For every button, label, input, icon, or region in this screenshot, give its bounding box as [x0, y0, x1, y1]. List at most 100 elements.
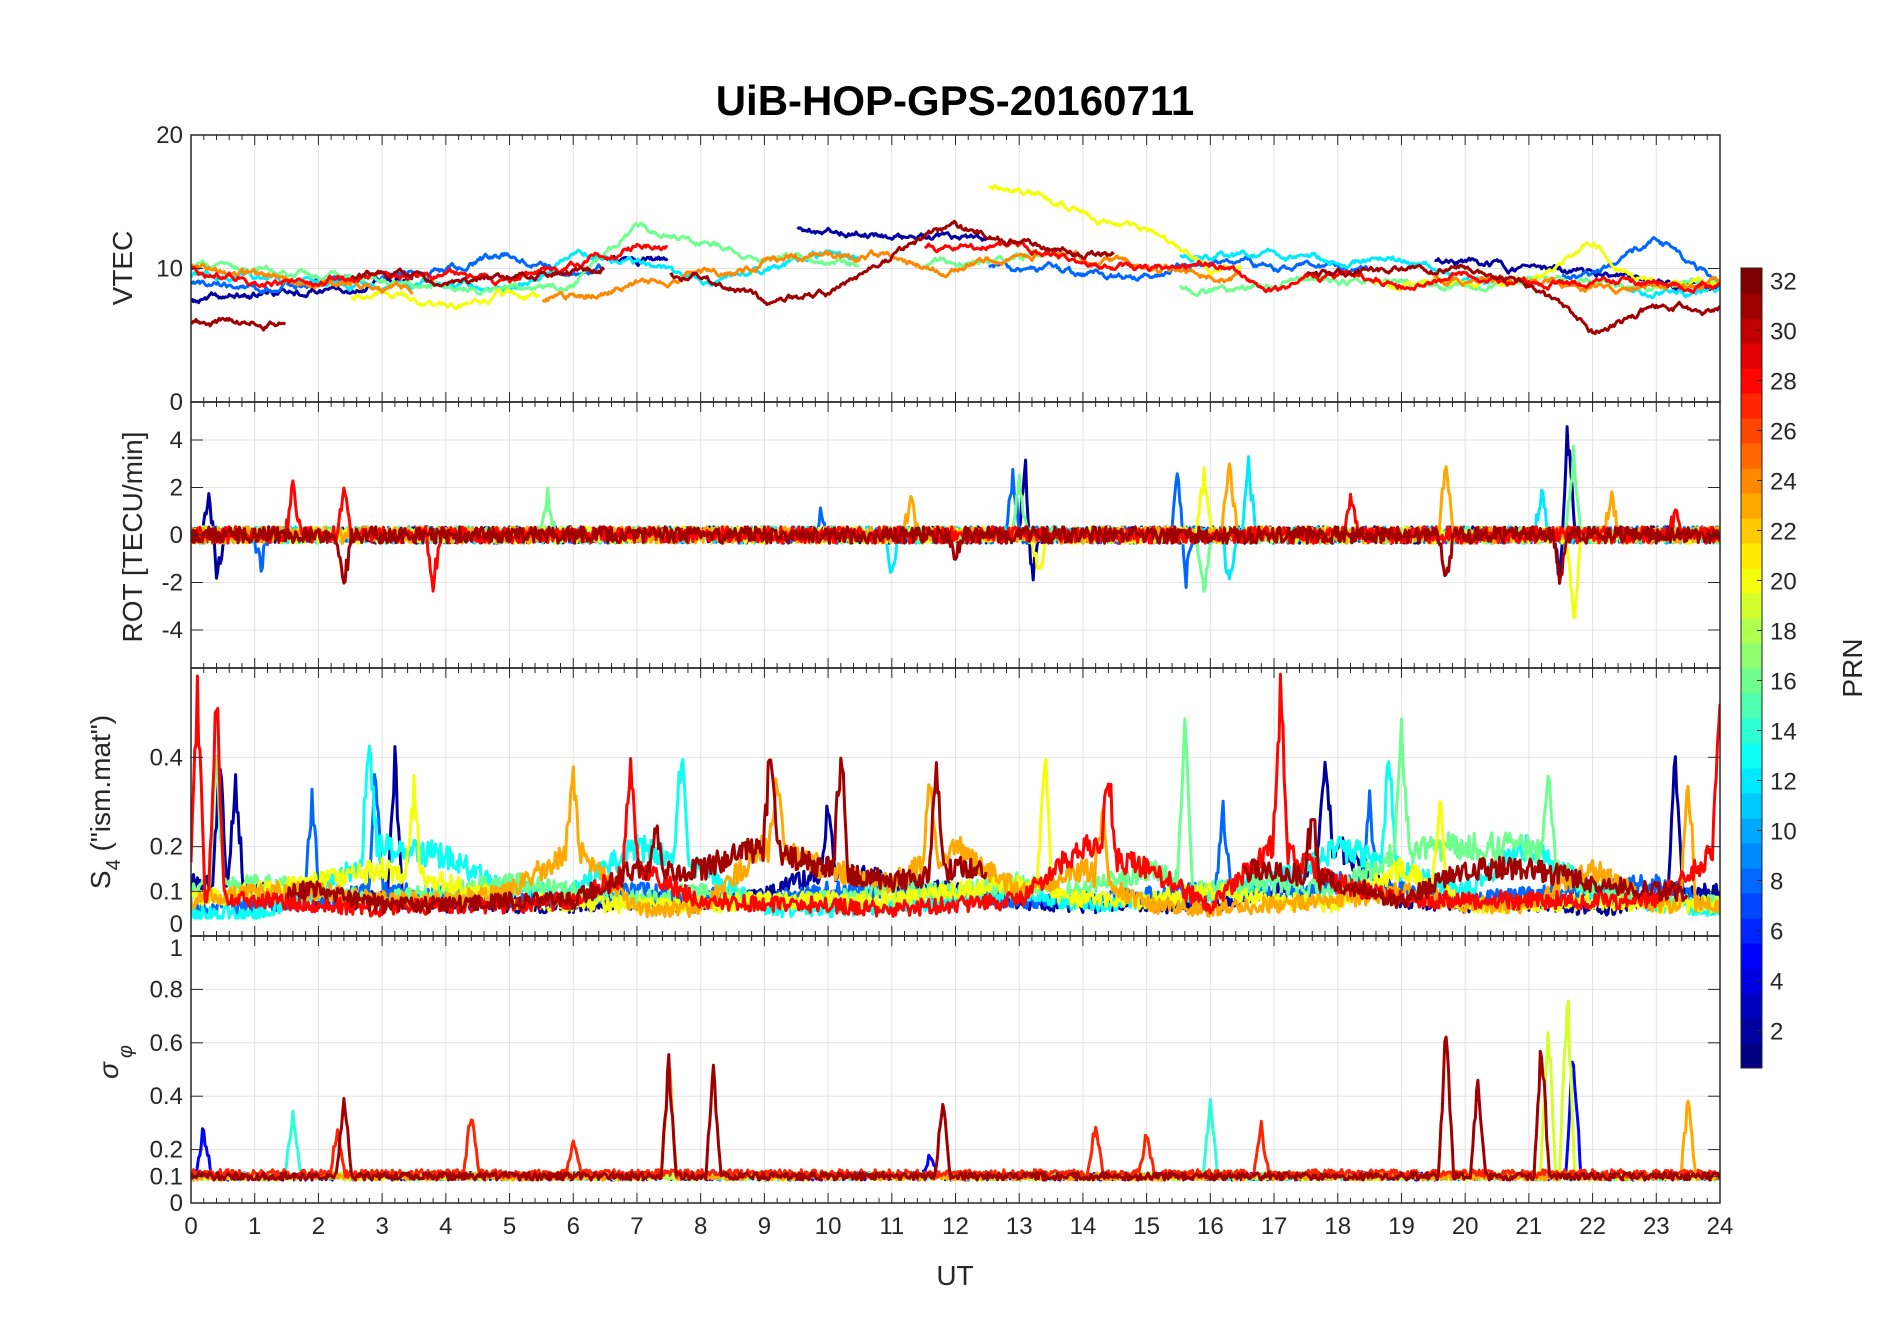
- colorbar-segment: [1741, 993, 1762, 1019]
- x-tick-label: 16: [1197, 1213, 1224, 1240]
- series-line-prn-31: [286, 756, 1689, 915]
- x-tick-label: 12: [942, 1213, 969, 1240]
- s4-label-rest: ("ism.mat"): [85, 715, 116, 859]
- colorbar-tick-label: 20: [1770, 569, 1797, 596]
- x-tick-label: 14: [1070, 1213, 1097, 1240]
- series-line-prn-28: [191, 239, 1720, 294]
- x-tick-label: 17: [1261, 1213, 1288, 1240]
- series-line-prn-31: [191, 219, 1720, 336]
- colorbar-segment: [1741, 568, 1762, 594]
- panel-vtec: 0 10 20: [156, 122, 1721, 416]
- colorbar-segment: [1741, 693, 1762, 719]
- series-line-prn-16: [191, 717, 1720, 914]
- colorbar-tick-label: 18: [1770, 619, 1797, 646]
- colorbar-segment: [1741, 893, 1762, 919]
- colorbar-tick-label: 32: [1770, 269, 1797, 296]
- x-tick-label: 20: [1452, 1213, 1479, 1240]
- x-tick-label: 8: [694, 1213, 707, 1240]
- x-tick-label: 19: [1388, 1213, 1415, 1240]
- y-tick-label: 0: [170, 911, 183, 938]
- colorbar-segment: [1741, 918, 1762, 944]
- colorbar-segment: [1741, 593, 1762, 619]
- colorbar-tick-label: 14: [1770, 719, 1797, 746]
- y-axis-label-vtec: VTEC: [107, 231, 138, 306]
- series-line-prn-31: [191, 1035, 1720, 1182]
- x-tick-label: 2: [312, 1213, 325, 1240]
- x-tick-label: 5: [503, 1213, 516, 1240]
- x-tick-label: 4: [439, 1213, 452, 1240]
- x-tick-label: 22: [1579, 1213, 1606, 1240]
- colorbar-segment: [1741, 1018, 1762, 1044]
- x-tick-label: 18: [1324, 1213, 1351, 1240]
- s4-label-main: S: [85, 870, 116, 889]
- y-tick-label: 0.4: [150, 1083, 183, 1110]
- colorbar-segment: [1741, 943, 1762, 969]
- colorbar-segment: [1741, 793, 1762, 819]
- colorbar-tick-label: 16: [1770, 669, 1797, 696]
- colorbar-segment: [1741, 318, 1762, 344]
- panel-sigma_phi: 00.10.20.40.60.810 1 2 3 4 5 6 7 8 9 10 11 12 13 14 15 1…: [150, 935, 1734, 1240]
- colorbar-segment: [1741, 668, 1762, 694]
- x-tick-label: 21: [1516, 1213, 1543, 1240]
- colorbar-segment: [1741, 618, 1762, 644]
- colorbar-tick-label: 22: [1770, 519, 1797, 546]
- x-tick-label: 6: [567, 1213, 580, 1240]
- colorbar-segment: [1741, 868, 1762, 894]
- y-tick-label: 0.1: [150, 878, 183, 905]
- colorbar-tick-label: 8: [1770, 869, 1783, 896]
- series-group: [191, 425, 1720, 620]
- x-tick-label: 23: [1643, 1213, 1670, 1240]
- panel-s4: 0 0.1 0.2 0.4: [150, 667, 1721, 938]
- colorbar-segment: [1741, 1043, 1762, 1069]
- series-line-prn-31: [191, 525, 1720, 585]
- x-axis-label: UT: [936, 1260, 973, 1291]
- y-tick-label: -2: [162, 570, 183, 597]
- x-tick-label: 11: [879, 1213, 904, 1240]
- x-tick-label: 0: [184, 1213, 197, 1240]
- y-tick-label: -4: [162, 617, 183, 644]
- colorbar-segment: [1741, 843, 1762, 869]
- y-tick-label: 0.2: [150, 1137, 183, 1164]
- y-tick-label: 0.4: [150, 744, 183, 771]
- colorbar-segment: [1741, 768, 1762, 794]
- colorbar-tick-label: 10: [1770, 819, 1797, 846]
- series-group: [191, 999, 1720, 1182]
- colorbar-label: PRN: [1837, 638, 1868, 697]
- colorbar-segment: [1741, 968, 1762, 994]
- y-tick-label: 0: [170, 389, 183, 416]
- s4-label-sub: 4: [103, 859, 125, 870]
- chart-title: UiB-HOP-GPS-20160711: [716, 77, 1195, 124]
- colorbar-segment: [1741, 368, 1762, 394]
- colorbar-tick-label: 28: [1770, 369, 1797, 396]
- colorbar-segment: [1741, 543, 1762, 569]
- y-tick-label: 0: [170, 1190, 183, 1217]
- x-tick-label: 15: [1133, 1213, 1160, 1240]
- y-tick-label: 1: [170, 935, 183, 962]
- y-tick-label: 0: [170, 522, 183, 549]
- y-tick-label: 4: [170, 427, 183, 454]
- y-tick-label: 20: [156, 122, 183, 149]
- x-tick-label: 3: [375, 1213, 388, 1240]
- y-axis-label-s4: S4 ("ism.mat"): [85, 715, 125, 889]
- colorbar-segment: [1741, 418, 1762, 444]
- y-tick-label: 10: [156, 256, 183, 283]
- colorbar-segment: [1741, 518, 1762, 544]
- colorbar-segment: [1741, 468, 1762, 494]
- colorbar-segment: [1741, 818, 1762, 844]
- x-tick-label: 9: [758, 1213, 771, 1240]
- series-group: [191, 184, 1720, 336]
- colorbar-segment: [1741, 343, 1762, 369]
- y-tick-label: 0.1: [150, 1163, 183, 1190]
- y-tick-label: 0.2: [150, 834, 183, 861]
- series-line-prn-2: [191, 226, 1720, 305]
- y-axis-label-sigma-phi: σφ: [93, 1045, 137, 1079]
- sigma-label-main: σ: [93, 1061, 124, 1079]
- colorbar-tick-label: 2: [1770, 1019, 1783, 1046]
- y-axis-label-rot: ROT [TECU/min]: [117, 431, 148, 642]
- x-tick-label: 7: [630, 1213, 643, 1240]
- colorbar-segment: [1741, 443, 1762, 469]
- colorbar-tick-label: 30: [1770, 319, 1797, 346]
- colorbar-tick-label: 26: [1770, 419, 1797, 446]
- colorbar-segment: [1741, 643, 1762, 669]
